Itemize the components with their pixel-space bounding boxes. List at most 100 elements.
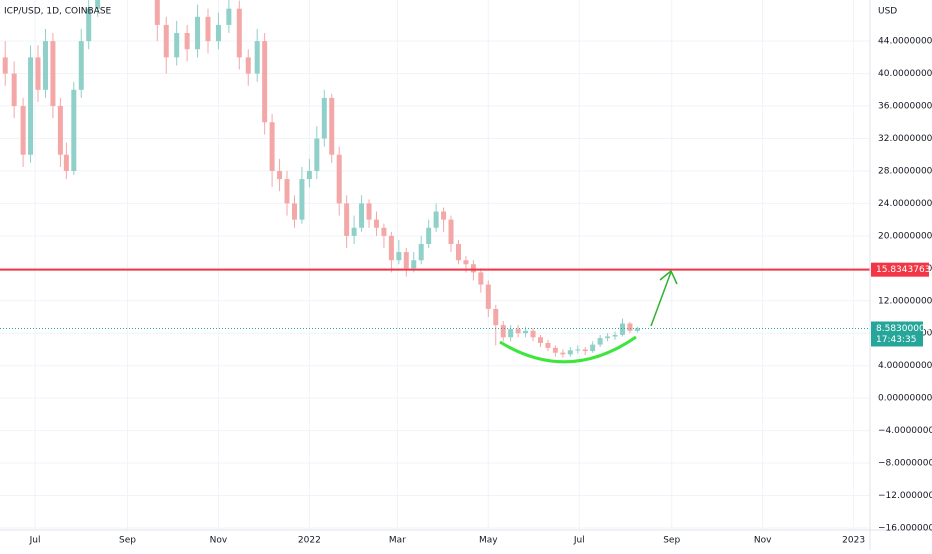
candle-body <box>470 264 476 273</box>
candle-body <box>634 328 640 331</box>
candle-body <box>184 33 190 50</box>
candle-body <box>154 0 160 25</box>
candle-body <box>403 252 409 269</box>
x-tick-label: Jul <box>573 536 585 546</box>
candle-body <box>269 122 275 171</box>
candle-body <box>590 344 596 352</box>
candle-body <box>174 33 180 58</box>
candle-body <box>597 338 603 345</box>
candle-body <box>463 260 469 265</box>
y-tick-label: −8.00000000 <box>878 459 932 469</box>
candle-body <box>500 325 506 338</box>
y-tick-label: 0.00000000 <box>878 394 932 404</box>
x-tick-label: Mar <box>389 536 406 546</box>
chart-title: ICP/USD, 1D, COINBASE <box>4 7 112 17</box>
candle-body <box>95 0 101 9</box>
candle-body <box>545 342 551 348</box>
candle-body <box>35 57 41 90</box>
candle-body <box>411 260 417 269</box>
candle-body <box>63 154 69 171</box>
candle-body <box>86 8 92 42</box>
candle-body <box>336 154 342 204</box>
candle-body <box>57 106 63 155</box>
candle-body <box>359 203 365 228</box>
x-tick-label: Nov <box>210 536 228 546</box>
candle-body <box>42 41 48 90</box>
candle-body <box>277 170 283 180</box>
candle-body <box>11 73 17 107</box>
candle-body <box>381 227 387 236</box>
y-unit: USD <box>878 7 897 17</box>
candle-body <box>226 8 232 25</box>
candle-body <box>344 203 350 236</box>
x-tick-label: Jul <box>29 536 41 546</box>
last-price-label: 8.58300000 <box>876 324 931 334</box>
candle-body <box>485 284 491 309</box>
level-label: 15.83437631 <box>876 265 932 275</box>
grid <box>0 0 870 530</box>
candle-body <box>478 272 484 285</box>
rounded-bottom-drawing <box>499 335 637 364</box>
candle-body <box>20 106 26 155</box>
candle-body <box>418 243 424 261</box>
candle-body <box>284 179 290 204</box>
candle-body <box>619 323 625 335</box>
candle-body <box>396 252 402 261</box>
y-tick-label: 12.00000000 <box>878 296 932 306</box>
candle-body <box>433 211 439 228</box>
candle-body <box>530 330 536 338</box>
y-tick-label: 44.00000000 <box>878 37 932 47</box>
x-tick-label: 2022 <box>298 536 321 546</box>
plot-area <box>0 0 870 358</box>
candle-body <box>351 227 357 236</box>
last-price-bg <box>871 321 923 347</box>
candle-body <box>575 349 581 351</box>
y-tick-label: −12.00000000 <box>878 491 932 501</box>
candle-body <box>605 336 611 339</box>
candle-body <box>236 8 242 58</box>
candle-body <box>71 89 77 171</box>
candle-body <box>291 203 297 220</box>
candle-body <box>329 97 335 155</box>
x-tick-label: Sep <box>119 536 136 546</box>
candle-body <box>567 350 573 355</box>
candle-body <box>50 41 56 107</box>
x-tick-label: May <box>479 536 498 546</box>
candle-body <box>582 349 588 352</box>
candle-body <box>455 243 461 261</box>
candle-body <box>254 41 260 74</box>
candle-body <box>306 170 312 180</box>
candle-body <box>314 138 320 171</box>
candle-body <box>627 323 633 331</box>
candle-body <box>28 57 34 155</box>
arrow-drawing <box>650 269 678 327</box>
level-label-bg <box>871 262 929 277</box>
y-tick-label: 32.00000000 <box>878 134 932 144</box>
candle-body <box>215 24 221 42</box>
candle-body <box>163 24 169 58</box>
countdown-label: 17:43:35 <box>876 335 916 345</box>
candle-body <box>366 203 372 220</box>
candle-body <box>612 334 618 337</box>
candle-body <box>441 211 447 220</box>
candle-body <box>388 235 394 261</box>
price-labels: −16.00000000 −12.00000000 −8.00000000 −4.00… <box>29 37 932 546</box>
candle-body <box>2 57 8 74</box>
x-tick-label: 2023 <box>842 536 865 546</box>
y-tick-label: 4.00000000 <box>878 361 932 371</box>
candle-body <box>245 57 251 74</box>
candle-body <box>262 41 268 123</box>
candle-body <box>205 16 211 42</box>
y-tick-label: 36.00000000 <box>878 102 932 112</box>
candle-body <box>448 219 454 244</box>
y-tick-label: 28.00000000 <box>878 166 932 176</box>
candle-body <box>426 227 432 244</box>
x-tick-label: Sep <box>663 536 680 546</box>
candle-body <box>373 219 379 228</box>
y-tick-label: 20.00000000 <box>878 231 932 241</box>
candle-body <box>299 179 305 220</box>
candle-body <box>195 16 201 50</box>
candle-body <box>523 330 529 334</box>
y-tick-label: −4.00000000 <box>878 426 932 436</box>
